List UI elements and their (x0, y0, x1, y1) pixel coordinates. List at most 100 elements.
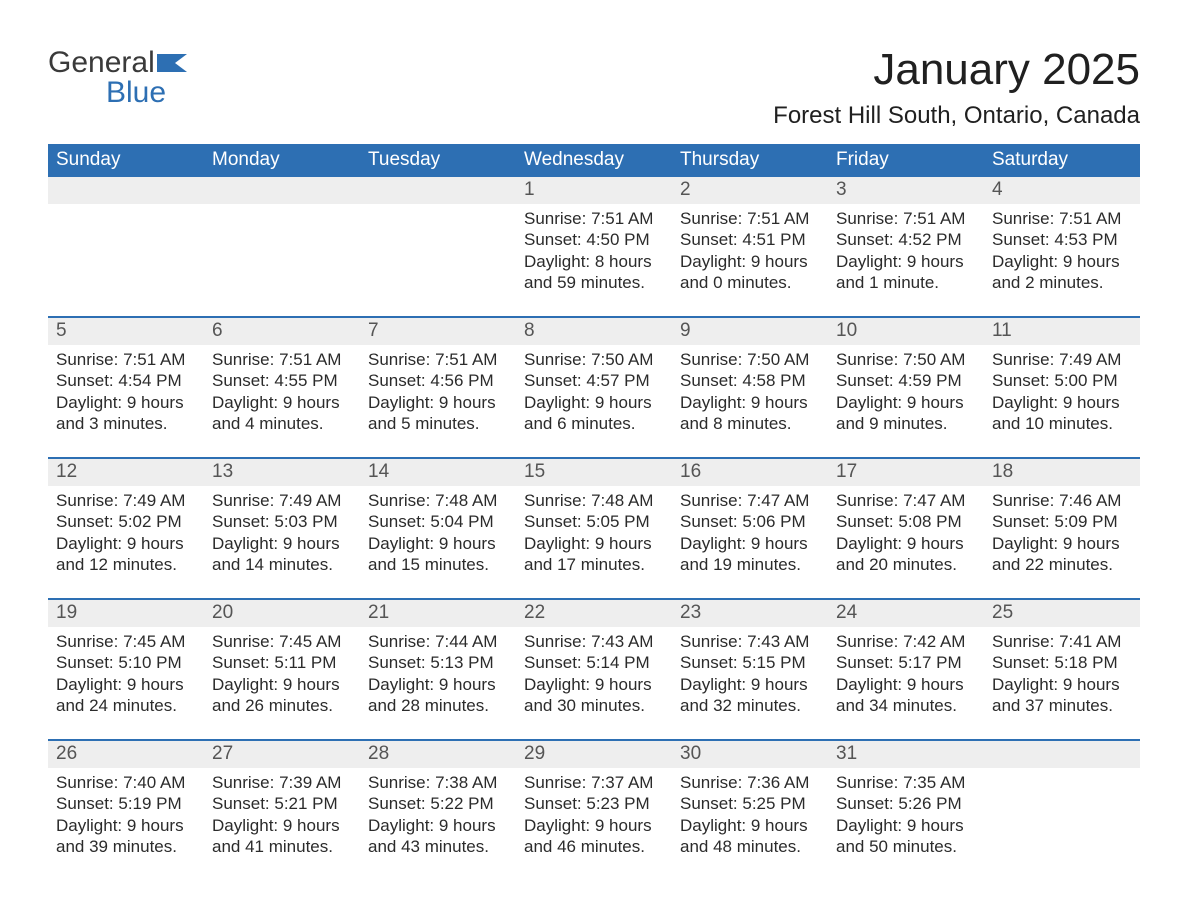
day-number-cell: 6 (204, 318, 360, 345)
sunrise-text: Sunrise: 7:47 AM (836, 490, 976, 511)
sunrise-text: Sunrise: 7:47 AM (680, 490, 820, 511)
daylight-text: Daylight: 9 hours and 22 minutes. (992, 533, 1132, 576)
header-row: General Blue January 2025 Forest Hill So… (48, 48, 1140, 130)
sunrise-text: Sunrise: 7:51 AM (368, 349, 508, 370)
day-detail-cell: Sunrise: 7:50 AMSunset: 4:58 PMDaylight:… (672, 345, 828, 457)
daylight-text: Daylight: 9 hours and 43 minutes. (368, 815, 508, 858)
daylight-text: Daylight: 9 hours and 4 minutes. (212, 392, 352, 435)
sunrise-text: Sunrise: 7:43 AM (524, 631, 664, 652)
calendar-grid: Sunday Monday Tuesday Wednesday Thursday… (48, 144, 1140, 880)
day-number-row: 12 13 14 15 16 17 18 (48, 459, 1140, 486)
daylight-text: Daylight: 9 hours and 20 minutes. (836, 533, 976, 576)
location-subtitle: Forest Hill South, Ontario, Canada (773, 102, 1140, 130)
daylight-text: Daylight: 9 hours and 37 minutes. (992, 674, 1132, 717)
title-block: January 2025 Forest Hill South, Ontario,… (773, 48, 1140, 130)
day-detail-cell: Sunrise: 7:38 AMSunset: 5:22 PMDaylight:… (360, 768, 516, 880)
sunset-text: Sunset: 5:26 PM (836, 793, 976, 814)
sunset-text: Sunset: 5:13 PM (368, 652, 508, 673)
daylight-text: Daylight: 9 hours and 32 minutes. (680, 674, 820, 717)
day-detail-cell: Sunrise: 7:40 AMSunset: 5:19 PMDaylight:… (48, 768, 204, 880)
daylight-text: Daylight: 9 hours and 15 minutes. (368, 533, 508, 576)
sunset-text: Sunset: 5:08 PM (836, 511, 976, 532)
day-number-cell: 3 (828, 177, 984, 204)
sunrise-text: Sunrise: 7:41 AM (992, 631, 1132, 652)
brand-flag-icon (157, 48, 187, 78)
sunrise-text: Sunrise: 7:51 AM (56, 349, 196, 370)
day-detail-cell: Sunrise: 7:43 AMSunset: 5:15 PMDaylight:… (672, 627, 828, 739)
daylight-text: Daylight: 9 hours and 26 minutes. (212, 674, 352, 717)
day-detail-cell: Sunrise: 7:48 AMSunset: 5:04 PMDaylight:… (360, 486, 516, 598)
day-detail-cell: Sunrise: 7:45 AMSunset: 5:11 PMDaylight:… (204, 627, 360, 739)
day-number-cell: 15 (516, 459, 672, 486)
sunset-text: Sunset: 5:19 PM (56, 793, 196, 814)
day-detail-cell: Sunrise: 7:50 AMSunset: 4:59 PMDaylight:… (828, 345, 984, 457)
sunset-text: Sunset: 5:21 PM (212, 793, 352, 814)
sunrise-text: Sunrise: 7:45 AM (212, 631, 352, 652)
weekday-header-cell: Friday (828, 144, 984, 177)
weekday-header-cell: Saturday (984, 144, 1140, 177)
weekday-header-cell: Sunday (48, 144, 204, 177)
day-number-cell: 20 (204, 600, 360, 627)
day-detail-cell: Sunrise: 7:43 AMSunset: 5:14 PMDaylight:… (516, 627, 672, 739)
day-number-cell (984, 741, 1140, 768)
month-title: January 2025 (773, 48, 1140, 92)
sunset-text: Sunset: 5:25 PM (680, 793, 820, 814)
daylight-text: Daylight: 9 hours and 6 minutes. (524, 392, 664, 435)
day-detail-cell: Sunrise: 7:36 AMSunset: 5:25 PMDaylight:… (672, 768, 828, 880)
day-number-cell: 13 (204, 459, 360, 486)
sunset-text: Sunset: 5:09 PM (992, 511, 1132, 532)
sunset-text: Sunset: 5:14 PM (524, 652, 664, 673)
sunset-text: Sunset: 5:06 PM (680, 511, 820, 532)
week-row: 19 20 21 22 23 24 25 Sunrise: 7:45 AMSun… (48, 598, 1140, 739)
daylight-text: Daylight: 9 hours and 19 minutes. (680, 533, 820, 576)
day-number-cell: 17 (828, 459, 984, 486)
day-number-row: 26 27 28 29 30 31 (48, 741, 1140, 768)
sunrise-text: Sunrise: 7:49 AM (212, 490, 352, 511)
daylight-text: Daylight: 9 hours and 46 minutes. (524, 815, 664, 858)
day-detail-cell: Sunrise: 7:49 AMSunset: 5:02 PMDaylight:… (48, 486, 204, 598)
daylight-text: Daylight: 9 hours and 41 minutes. (212, 815, 352, 858)
sunset-text: Sunset: 4:56 PM (368, 370, 508, 391)
sunrise-text: Sunrise: 7:46 AM (992, 490, 1132, 511)
day-number-cell: 23 (672, 600, 828, 627)
daylight-text: Daylight: 9 hours and 9 minutes. (836, 392, 976, 435)
sunrise-text: Sunrise: 7:51 AM (836, 208, 976, 229)
sunrise-text: Sunrise: 7:48 AM (524, 490, 664, 511)
day-detail-row: Sunrise: 7:51 AMSunset: 4:54 PMDaylight:… (48, 345, 1140, 457)
daylight-text: Daylight: 8 hours and 59 minutes. (524, 251, 664, 294)
daylight-text: Daylight: 9 hours and 24 minutes. (56, 674, 196, 717)
sunrise-text: Sunrise: 7:51 AM (212, 349, 352, 370)
day-number-row: 1 2 3 4 (48, 177, 1140, 204)
day-number-cell: 4 (984, 177, 1140, 204)
weekday-header-cell: Thursday (672, 144, 828, 177)
day-number-cell: 8 (516, 318, 672, 345)
day-number-cell: 28 (360, 741, 516, 768)
brand-logo-text: General Blue (48, 48, 187, 108)
week-row: 1 2 3 4 Sunrise: 7:51 AM Sunset: 4:50 PM… (48, 177, 1140, 316)
sunrise-text: Sunrise: 7:36 AM (680, 772, 820, 793)
day-number-cell (48, 177, 204, 204)
sunset-text: Sunset: 4:50 PM (524, 229, 664, 250)
day-number-cell: 27 (204, 741, 360, 768)
day-number-cell: 14 (360, 459, 516, 486)
day-detail-cell: Sunrise: 7:39 AMSunset: 5:21 PMDaylight:… (204, 768, 360, 880)
daylight-text: Daylight: 9 hours and 14 minutes. (212, 533, 352, 576)
week-row: 26 27 28 29 30 31 Sunrise: 7:40 AMSunset… (48, 739, 1140, 880)
sunset-text: Sunset: 5:11 PM (212, 652, 352, 673)
daylight-text: Daylight: 9 hours and 17 minutes. (524, 533, 664, 576)
sunset-text: Sunset: 5:05 PM (524, 511, 664, 532)
day-detail-cell (360, 204, 516, 316)
daylight-text: Daylight: 9 hours and 30 minutes. (524, 674, 664, 717)
day-detail-row: Sunrise: 7:51 AM Sunset: 4:50 PM Dayligh… (48, 204, 1140, 316)
sunset-text: Sunset: 5:22 PM (368, 793, 508, 814)
day-number-cell: 24 (828, 600, 984, 627)
daylight-text: Daylight: 9 hours and 1 minute. (836, 251, 976, 294)
daylight-text: Daylight: 9 hours and 48 minutes. (680, 815, 820, 858)
sunset-text: Sunset: 5:18 PM (992, 652, 1132, 673)
week-row: 12 13 14 15 16 17 18 Sunrise: 7:49 AMSun… (48, 457, 1140, 598)
day-detail-cell: Sunrise: 7:47 AMSunset: 5:06 PMDaylight:… (672, 486, 828, 598)
daylight-text: Daylight: 9 hours and 39 minutes. (56, 815, 196, 858)
day-detail-row: Sunrise: 7:45 AMSunset: 5:10 PMDaylight:… (48, 627, 1140, 739)
day-detail-cell: Sunrise: 7:47 AMSunset: 5:08 PMDaylight:… (828, 486, 984, 598)
sunset-text: Sunset: 4:54 PM (56, 370, 196, 391)
